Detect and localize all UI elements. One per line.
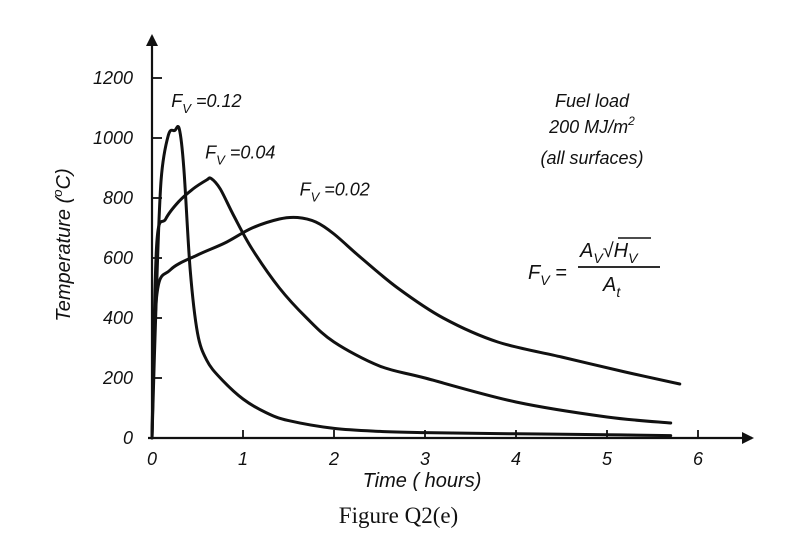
series-label-value: =0.04 — [225, 143, 276, 163]
series-fv-004 — [150, 176, 673, 440]
fuel-load-line1: Fuel load — [555, 91, 630, 111]
series-label: FV =0.12 — [171, 91, 241, 116]
fuel-load-value: 200 MJ/m — [548, 117, 628, 137]
series-label-subscript: V — [216, 153, 226, 168]
fuel-load-sup: 2 — [627, 114, 635, 128]
y-tick-label: 200 — [102, 368, 133, 388]
x-tick-label: 3 — [420, 449, 430, 469]
x-tick-label: 6 — [693, 449, 704, 469]
y-axis-label-text: Temperature ( — [53, 194, 75, 321]
y-axis-label-degree: o — [50, 190, 65, 197]
series-label-value: =0.12 — [191, 91, 242, 111]
series-label-symbol: F — [300, 180, 312, 200]
y-axis-label: Temperature (oC) — [50, 168, 75, 321]
series-fv-002 — [150, 215, 682, 440]
fv-formula: FV = AV√HV At — [528, 237, 660, 300]
series-label-subscript: V — [311, 190, 321, 205]
fuel-load-line2: 200 MJ/m2 — [548, 114, 635, 137]
x-tick-label: 0 — [147, 449, 157, 469]
x-tick-label: 4 — [511, 449, 521, 469]
y-tick-label: 0 — [123, 428, 133, 448]
series-label-subscript: V — [182, 101, 192, 116]
y-tick-label: 1200 — [93, 68, 133, 88]
x-tick-label: 2 — [328, 449, 339, 469]
series-label-value: =0.02 — [319, 180, 370, 200]
series-fv-012 — [150, 125, 673, 440]
x-tick-label: 1 — [238, 449, 248, 469]
y-tick-label: 800 — [103, 188, 133, 208]
y-axis-label-unit: C) — [53, 168, 75, 189]
x-tick-label: 5 — [602, 449, 613, 469]
figure-caption: Figure Q2(e) — [338, 503, 459, 528]
axis-ticks: 0 200 400 600 800 1000 1200 0 1 2 3 4 5 6 — [93, 68, 704, 469]
series-label-symbol: F — [205, 143, 217, 163]
y-tick-label: 600 — [103, 248, 133, 268]
x-axis-label: Time ( hours) — [363, 470, 482, 492]
y-tick-label: 400 — [103, 308, 133, 328]
fuel-load-annotation: Fuel load 200 MJ/m2 (all surfaces) — [540, 91, 643, 168]
series-label: FV =0.04 — [205, 143, 275, 168]
formula-denominator: At — [602, 274, 621, 300]
y-tick-label: 1000 — [93, 128, 133, 148]
series-label: FV =0.02 — [300, 180, 370, 205]
formula-numerator: AV√HV — [579, 240, 639, 266]
data-series — [150, 125, 682, 440]
formula-lhs: FV = — [528, 262, 567, 288]
series-label-symbol: F — [171, 91, 183, 111]
fuel-load-line3: (all surfaces) — [540, 148, 643, 168]
